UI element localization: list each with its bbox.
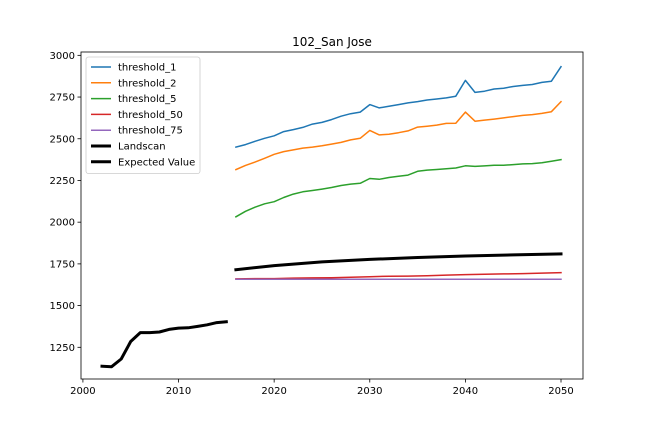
y-tick-label: 3000 <box>50 51 75 62</box>
x-tick-label: 2030 <box>357 386 382 397</box>
series-line-threshold-2 <box>234 100 563 171</box>
plot-frame <box>80 51 584 380</box>
legend-label: Landscan <box>118 142 166 153</box>
series-line-threshold-1 <box>234 65 563 149</box>
series-line-threshold-5 <box>234 158 562 218</box>
legend-label: threshold_2 <box>118 78 176 89</box>
y-tick-label: 2750 <box>50 93 75 104</box>
legend-box <box>85 56 201 174</box>
legend-label: threshold_75 <box>118 126 183 137</box>
axes-layer: 2000 2010 2020 2030 2040 2050 1250 1500 1750 2000… <box>50 51 584 397</box>
y-tick-label: 2250 <box>50 176 75 187</box>
legend-label: Expected Value <box>118 157 195 168</box>
chart-title: 102_San Jose <box>292 35 372 49</box>
x-tick-label: 2020 <box>261 386 286 397</box>
series-line-expected-value <box>234 252 563 272</box>
legend-label: threshold_50 <box>118 110 183 121</box>
x-tick-label: 2040 <box>453 386 478 397</box>
x-tick-label: 2010 <box>166 386 191 397</box>
y-tick-label: 1250 <box>50 343 75 354</box>
series-line-threshold-50 <box>235 271 562 280</box>
series-layer <box>100 65 563 369</box>
y-tick-label: 2500 <box>50 134 75 145</box>
x-tick-label: 2050 <box>548 386 573 397</box>
y-tick-label: 2000 <box>50 218 75 229</box>
y-tick-label: 1750 <box>50 259 75 270</box>
legend-label: threshold_5 <box>118 94 176 105</box>
series-line-landscan <box>100 320 228 369</box>
y-tick-label: 1500 <box>50 301 75 312</box>
x-tick-label: 2000 <box>70 386 95 397</box>
legend: threshold_1 threshold_2 threshold_5thresho… <box>85 56 201 174</box>
legend-label: threshold_1 <box>118 63 176 74</box>
